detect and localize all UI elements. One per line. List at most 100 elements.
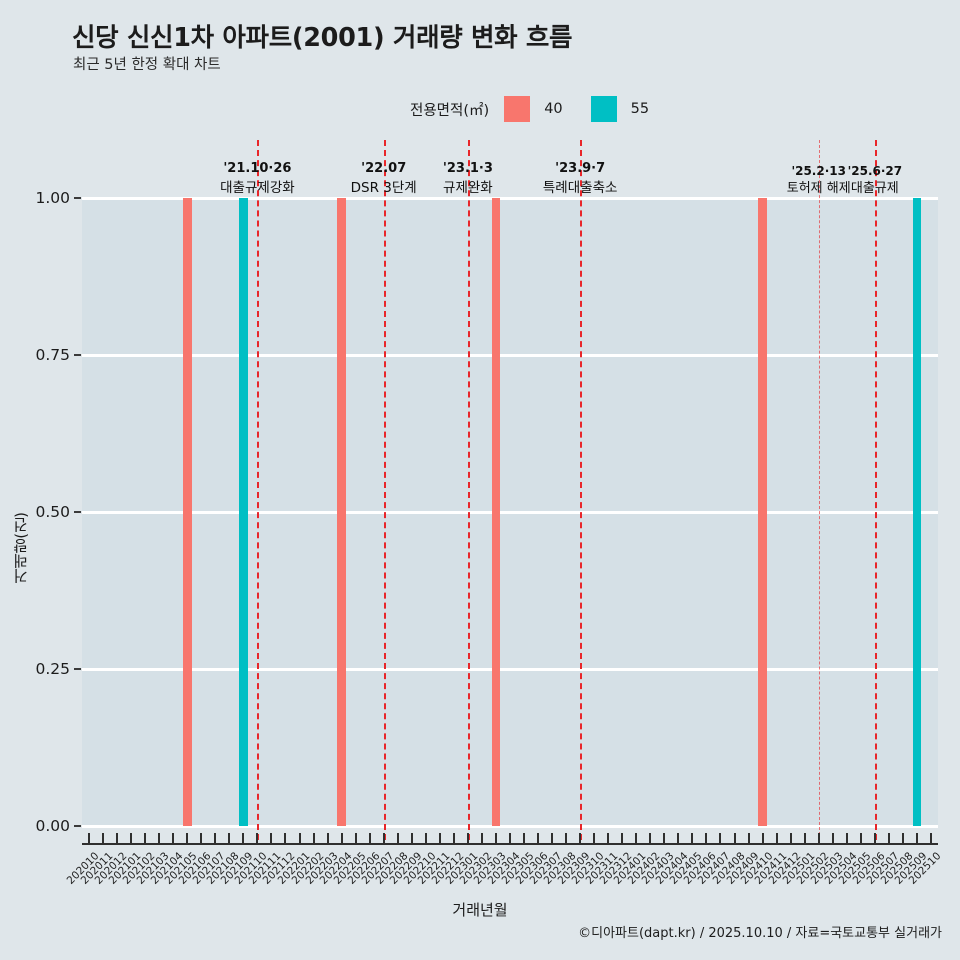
event-line-202110 xyxy=(257,140,260,840)
annotation-event: DSR 3단계 xyxy=(350,179,417,196)
x-tick-mark xyxy=(396,833,399,843)
x-tick-mark xyxy=(438,833,441,843)
bar-55-202509[interactable] xyxy=(912,198,922,826)
x-tick-mark xyxy=(621,833,624,843)
y-tick-label-0.75: 0.75 xyxy=(35,346,70,364)
bar-40-202105[interactable] xyxy=(182,198,192,826)
legend-item-40[interactable]: 40 xyxy=(504,96,590,122)
annotation-202502: '25.2·13 토허제 해제 xyxy=(787,163,851,199)
x-tick-mark xyxy=(452,833,455,843)
legend: 전용면적(㎡) 40 55 xyxy=(410,96,677,122)
x-tick-mark xyxy=(368,833,371,843)
annotation-date: '22.07 xyxy=(361,161,407,176)
bar-55-202109[interactable] xyxy=(239,198,248,826)
x-tick-mark xyxy=(831,833,834,843)
x-tick-mark xyxy=(901,833,904,843)
x-tick-mark xyxy=(649,833,652,843)
event-line-202207 xyxy=(383,140,386,840)
annotation-event: 대출규제강화 xyxy=(220,179,295,196)
y-axis-title: 거래량(건) xyxy=(12,512,30,584)
annotation-202506: '25.6·27 대출규제 xyxy=(848,163,903,199)
annotation-202309: '23.9·7 특례대출축소 xyxy=(543,160,618,198)
x-tick-mark xyxy=(817,833,820,843)
x-axis-line xyxy=(82,843,938,845)
x-tick-mark xyxy=(915,833,918,843)
x-tick-mark xyxy=(326,833,329,843)
x-tick-mark xyxy=(130,833,133,843)
x-tick-mark xyxy=(677,833,680,843)
footer-credit: ©디아파트(dapt.kr) / 2025.10.10 / 자료=국토교통부 실… xyxy=(578,926,942,941)
event-line-202502 xyxy=(818,140,820,840)
x-tick-mark xyxy=(523,833,526,843)
event-line-202309 xyxy=(580,140,583,840)
x-tick-mark xyxy=(382,833,385,843)
x-tick-mark xyxy=(200,833,203,843)
x-tick-mark xyxy=(410,833,413,843)
x-tick-mark xyxy=(116,833,119,843)
x-tick-mark xyxy=(144,833,147,843)
x-tick-mark xyxy=(691,833,694,843)
x-tick-mark xyxy=(565,833,568,843)
annotation-date: '23.1·3 xyxy=(442,161,493,176)
y-tick-label-1.00: 1.00 xyxy=(35,189,70,207)
x-tick-mark xyxy=(270,833,273,843)
x-tick-mark xyxy=(873,833,876,843)
x-tick-mark xyxy=(803,833,806,843)
x-tick-mark xyxy=(214,833,217,843)
annotation-date: '25.2·13 xyxy=(791,164,846,178)
gridline xyxy=(82,196,938,200)
x-tick-mark xyxy=(929,833,932,843)
annotation-event: 대출규제 xyxy=(850,181,899,197)
bar-40-202410[interactable] xyxy=(758,198,767,826)
x-tick-mark xyxy=(354,833,357,843)
annotation-202110: '21.10·26 대출규제강화 xyxy=(220,160,295,198)
legend-swatch-55 xyxy=(590,96,617,122)
x-tick-mark xyxy=(579,833,582,843)
annotation-202301: '23.1·3 규제완화 xyxy=(443,160,493,198)
x-tick-mark xyxy=(719,833,722,843)
x-tick-mark xyxy=(537,833,540,843)
x-tick-mark xyxy=(789,833,792,843)
bar-40-202303[interactable] xyxy=(491,198,501,826)
x-tick-mark xyxy=(186,833,189,843)
x-tick-mark xyxy=(242,833,245,843)
x-tick-mark xyxy=(256,833,259,843)
y-tick-label-0.25: 0.25 xyxy=(35,660,70,678)
legend-label-40: 40 xyxy=(544,101,563,117)
x-tick-mark xyxy=(607,833,610,843)
event-line-202301 xyxy=(467,140,470,840)
annotation-date: '21.10·26 xyxy=(223,161,292,176)
x-tick-mark xyxy=(340,833,343,843)
chart-subtitle: 최근 5년 한정 확대 차트 xyxy=(73,57,221,73)
legend-item-55[interactable]: 55 xyxy=(590,96,677,122)
annotation-event: 특례대출축소 xyxy=(542,179,618,196)
x-tick-mark xyxy=(298,833,301,843)
x-tick-mark xyxy=(509,833,511,843)
x-tick-mark xyxy=(663,833,666,843)
gridline xyxy=(82,667,938,671)
legend-title: 전용면적(㎡) xyxy=(410,102,490,119)
x-tick-mark xyxy=(172,833,175,843)
annotation-event: 토허제 해제 xyxy=(786,181,851,197)
x-tick-mark xyxy=(775,833,778,843)
x-tick-mark xyxy=(88,833,91,843)
annotation-date: '25.6·27 xyxy=(847,164,903,178)
x-tick-mark xyxy=(424,833,427,843)
bar-40-202204[interactable] xyxy=(337,198,346,826)
x-tick-mark xyxy=(551,833,554,843)
annotation-202207: '22.07 DSR 3단계 xyxy=(351,160,417,198)
y-tick-mark xyxy=(74,197,81,199)
x-tick-mark xyxy=(480,833,483,843)
y-tick-mark xyxy=(74,668,81,670)
x-tick-mark xyxy=(635,833,638,843)
x-tick-mark xyxy=(887,833,890,843)
x-tick-mark xyxy=(747,833,750,843)
x-tick-mark xyxy=(845,833,848,843)
y-tick-label-0.00: 0.00 xyxy=(35,817,70,835)
plot-area xyxy=(82,140,938,840)
x-tick-mark xyxy=(761,833,764,843)
annotation-date: '23.9·7 xyxy=(555,161,606,176)
x-axis-title: 거래년월 xyxy=(452,901,508,919)
page-title: 신당 신신1차 아파트(2001) 거래량 변화 흐름 xyxy=(72,23,573,53)
